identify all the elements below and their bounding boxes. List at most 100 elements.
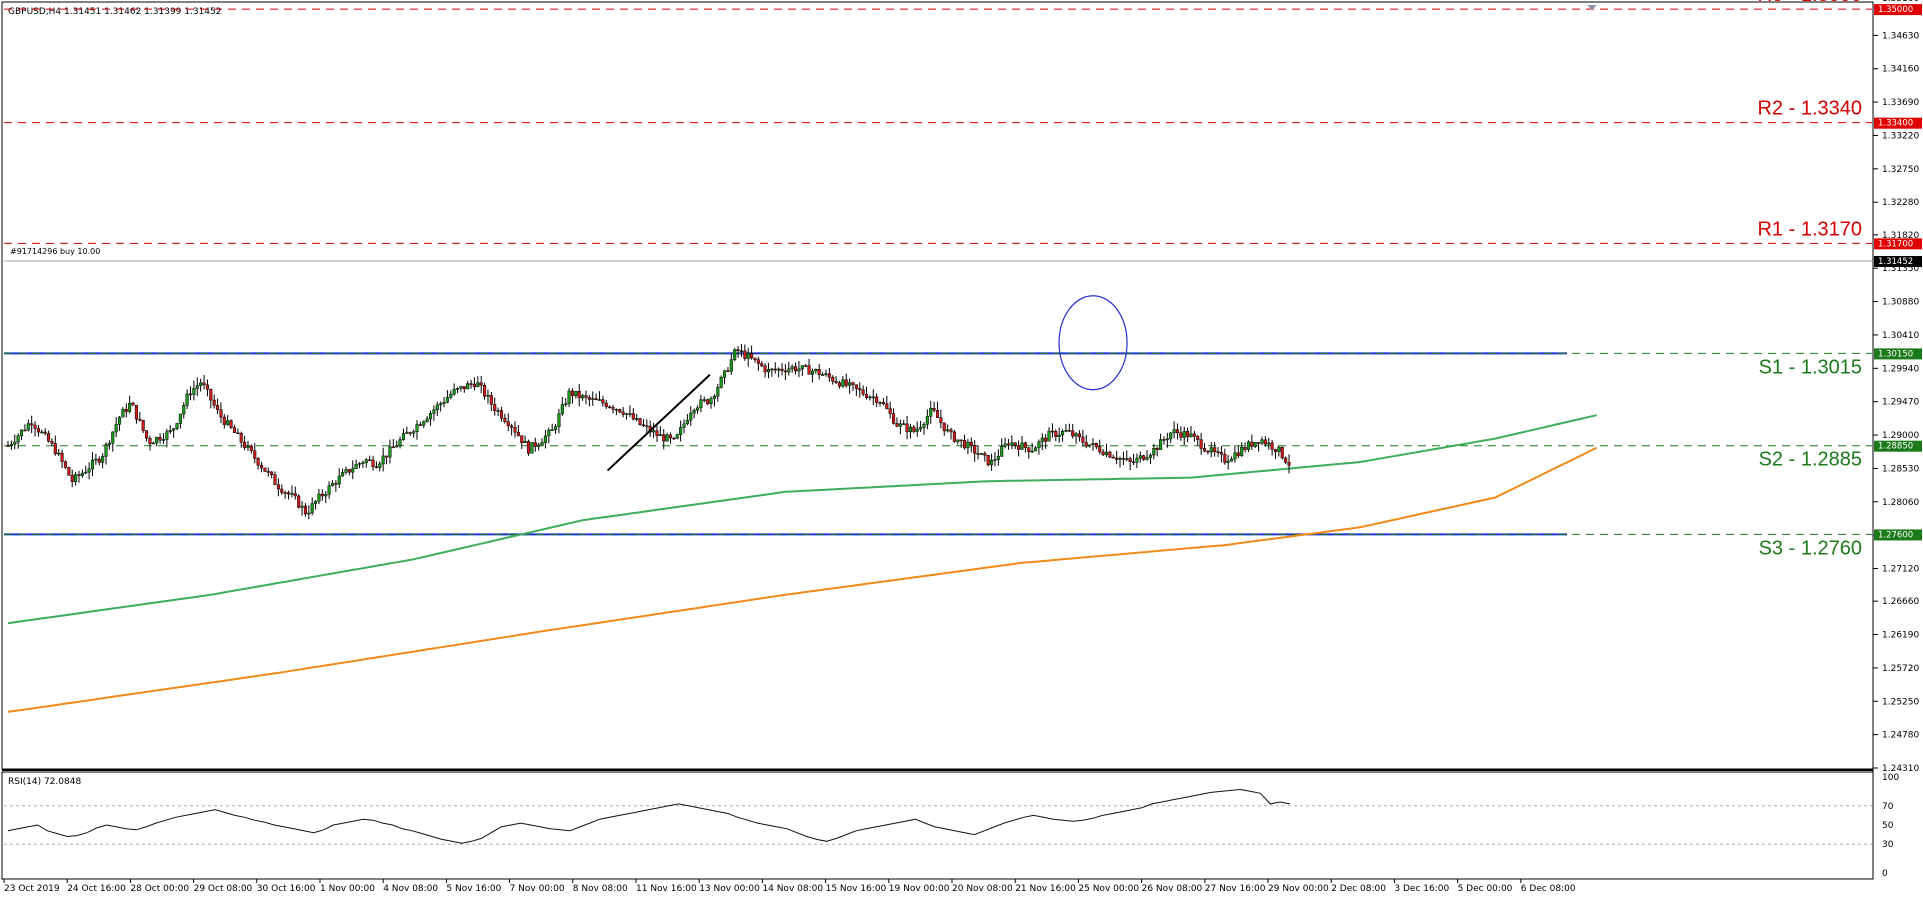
candle-body bbox=[1152, 448, 1156, 456]
candle-body bbox=[385, 455, 389, 458]
candle-body bbox=[848, 382, 852, 386]
rsi-tick-label: 70 bbox=[1882, 802, 1894, 812]
breakout-circle bbox=[1058, 295, 1128, 391]
candle-body bbox=[547, 429, 551, 437]
candle-body bbox=[591, 398, 595, 400]
candle-body bbox=[814, 368, 818, 372]
candle-body bbox=[317, 493, 321, 502]
candle-body bbox=[712, 395, 716, 399]
candle-body bbox=[1128, 458, 1132, 462]
candle-body bbox=[658, 434, 662, 436]
candle-body bbox=[388, 446, 392, 458]
candle-body bbox=[760, 363, 764, 367]
candle-body bbox=[216, 405, 220, 411]
candle-body bbox=[19, 429, 24, 436]
scroll-marker-icon[interactable] bbox=[1587, 5, 1597, 10]
candle-body bbox=[330, 483, 335, 486]
candle-body bbox=[462, 386, 466, 390]
sma-orange-line bbox=[7, 446, 1598, 713]
candle-body bbox=[682, 423, 686, 428]
candle-body bbox=[1186, 431, 1190, 438]
candle-body bbox=[422, 421, 426, 426]
candle-body bbox=[415, 424, 419, 432]
candle-body bbox=[939, 417, 943, 424]
candle-body bbox=[594, 398, 598, 401]
candle-body bbox=[499, 410, 504, 419]
candle-body bbox=[300, 505, 304, 508]
candle-body bbox=[861, 389, 865, 395]
candle-body bbox=[919, 427, 923, 430]
candle-body bbox=[783, 370, 787, 373]
candle-body bbox=[165, 431, 169, 440]
candle-body bbox=[276, 484, 280, 490]
candle-body bbox=[293, 493, 297, 497]
candle-body bbox=[428, 413, 433, 420]
rsi-pane-frame bbox=[1, 771, 1874, 880]
rsi-title: RSI(14) 72.0848 bbox=[8, 777, 81, 787]
candle-body bbox=[1081, 436, 1085, 443]
level-price-tag-label: 1.30150 bbox=[1878, 349, 1913, 359]
candle-body bbox=[689, 412, 693, 421]
candle-body bbox=[915, 428, 919, 432]
candle-body bbox=[1111, 456, 1115, 459]
candle-body bbox=[1084, 442, 1088, 447]
candle-body bbox=[1006, 443, 1011, 446]
candle-body bbox=[1064, 430, 1068, 432]
level-label: R2 - 1.3340 bbox=[1757, 98, 1862, 120]
candle-body bbox=[733, 349, 737, 360]
candle-body bbox=[726, 370, 730, 372]
candle-body bbox=[391, 446, 395, 449]
candle-body bbox=[1101, 451, 1105, 456]
candle-body bbox=[114, 424, 118, 433]
candle-body bbox=[435, 404, 439, 411]
candle-body bbox=[1267, 442, 1271, 445]
candle-body bbox=[26, 423, 30, 431]
candle-body bbox=[476, 382, 480, 387]
time-tick-label: 28 Oct 00:00 bbox=[130, 884, 189, 894]
candle-body bbox=[905, 423, 909, 433]
candle-body bbox=[564, 403, 568, 406]
time-tick-label: 14 Nov 08:00 bbox=[762, 884, 823, 894]
candle-body bbox=[378, 463, 382, 468]
candle-body bbox=[976, 453, 980, 455]
candle-body bbox=[750, 353, 754, 359]
price-tick-label: 1.33690 bbox=[1882, 98, 1919, 108]
level-price-tag bbox=[1874, 440, 1922, 452]
candle-body bbox=[405, 432, 409, 434]
candle-body bbox=[540, 442, 544, 446]
candle-body bbox=[1230, 458, 1234, 462]
price-tick-label: 1.29940 bbox=[1882, 364, 1919, 374]
candle-body bbox=[161, 439, 166, 441]
candle-body bbox=[1125, 458, 1129, 460]
candle-body bbox=[581, 395, 585, 399]
main-pane-frame bbox=[1, 1, 1874, 770]
candle-body bbox=[952, 431, 956, 442]
candle-body bbox=[1142, 455, 1146, 460]
candle-body bbox=[1216, 451, 1220, 453]
candle-body bbox=[334, 483, 338, 485]
candle-body bbox=[243, 441, 247, 448]
candle-body bbox=[188, 393, 193, 396]
candle-body bbox=[614, 408, 618, 411]
candle-body bbox=[226, 420, 230, 425]
candle-body bbox=[496, 410, 500, 412]
candle-body bbox=[381, 455, 385, 465]
candle-body bbox=[503, 417, 507, 422]
candle-body bbox=[554, 426, 558, 430]
candle-body bbox=[831, 376, 835, 382]
candle-body bbox=[202, 382, 206, 386]
candle-body bbox=[1226, 460, 1230, 463]
candle-body bbox=[134, 404, 138, 420]
candle-body bbox=[1148, 454, 1152, 458]
candle-body bbox=[807, 365, 811, 375]
candle-body bbox=[685, 419, 689, 425]
time-tick-label: 23 Oct 2019 bbox=[4, 884, 60, 894]
rsi-tick-label: 0 bbox=[1882, 869, 1888, 879]
level-label: S3 - 1.2760 bbox=[1759, 537, 1862, 559]
candle-body bbox=[1206, 450, 1210, 453]
candle-body bbox=[1000, 446, 1004, 457]
candle-body bbox=[672, 437, 676, 440]
candle-body bbox=[40, 431, 44, 434]
candle-body bbox=[533, 442, 537, 447]
